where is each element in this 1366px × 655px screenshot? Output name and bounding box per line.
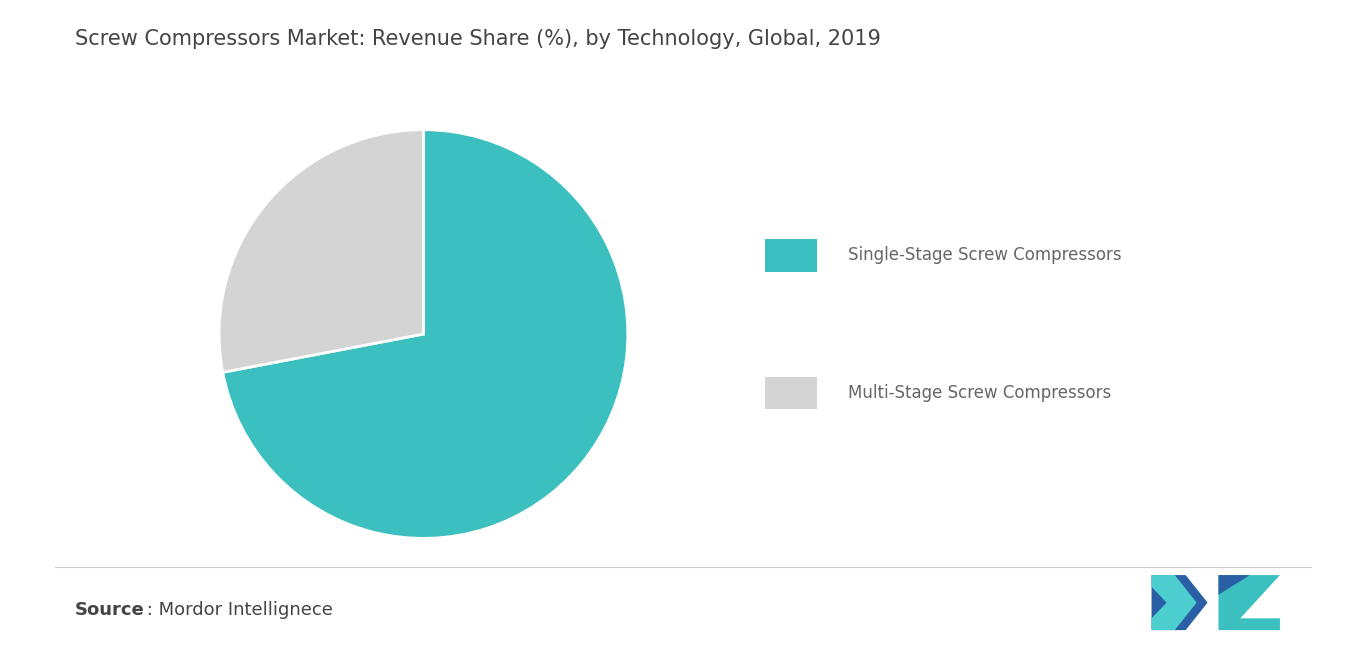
FancyBboxPatch shape [765, 239, 817, 272]
Wedge shape [219, 130, 423, 372]
Wedge shape [223, 130, 628, 538]
Polygon shape [1218, 575, 1250, 595]
Polygon shape [1218, 575, 1280, 630]
Polygon shape [1152, 575, 1197, 630]
Text: Source: Source [75, 601, 145, 619]
Text: Single-Stage Screw Compressors: Single-Stage Screw Compressors [848, 246, 1121, 265]
FancyBboxPatch shape [765, 377, 817, 409]
Text: Screw Compressors Market: Revenue Share (%), by Technology, Global, 2019: Screw Compressors Market: Revenue Share … [75, 29, 881, 50]
Text: Multi-Stage Screw Compressors: Multi-Stage Screw Compressors [848, 384, 1112, 402]
Polygon shape [1152, 575, 1208, 630]
Text: : Mordor Intellignece: : Mordor Intellignece [141, 601, 332, 619]
